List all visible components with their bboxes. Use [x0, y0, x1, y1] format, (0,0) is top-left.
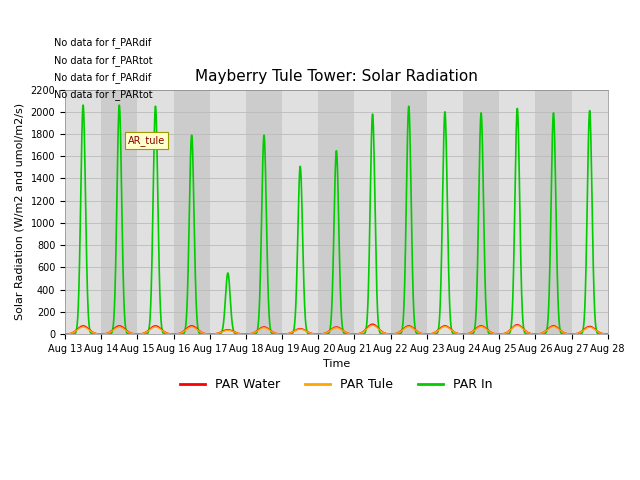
- Bar: [355, 90, 390, 334]
- Text: No data for f_PARtot: No data for f_PARtot: [54, 55, 153, 66]
- Bar: [572, 90, 608, 334]
- Text: No data for f_PARdif: No data for f_PARdif: [54, 37, 152, 48]
- Bar: [101, 90, 138, 334]
- Y-axis label: Solar Radiation (W/m2 and umol/m2/s): Solar Radiation (W/m2 and umol/m2/s): [15, 103, 25, 321]
- Text: AR_tule: AR_tule: [127, 135, 164, 146]
- Bar: [499, 90, 536, 334]
- Bar: [390, 90, 427, 334]
- Bar: [173, 90, 210, 334]
- Bar: [246, 90, 282, 334]
- Title: Mayberry Tule Tower: Solar Radiation: Mayberry Tule Tower: Solar Radiation: [195, 69, 478, 84]
- Bar: [463, 90, 499, 334]
- Bar: [536, 90, 572, 334]
- Bar: [318, 90, 355, 334]
- X-axis label: Time: Time: [323, 360, 350, 370]
- Bar: [427, 90, 463, 334]
- Text: No data for f_PARtot: No data for f_PARtot: [54, 89, 153, 100]
- Bar: [608, 90, 640, 334]
- Bar: [282, 90, 318, 334]
- Bar: [65, 90, 101, 334]
- Bar: [210, 90, 246, 334]
- Text: No data for f_PARdif: No data for f_PARdif: [54, 72, 152, 83]
- Legend: PAR Water, PAR Tule, PAR In: PAR Water, PAR Tule, PAR In: [175, 373, 498, 396]
- Bar: [138, 90, 173, 334]
